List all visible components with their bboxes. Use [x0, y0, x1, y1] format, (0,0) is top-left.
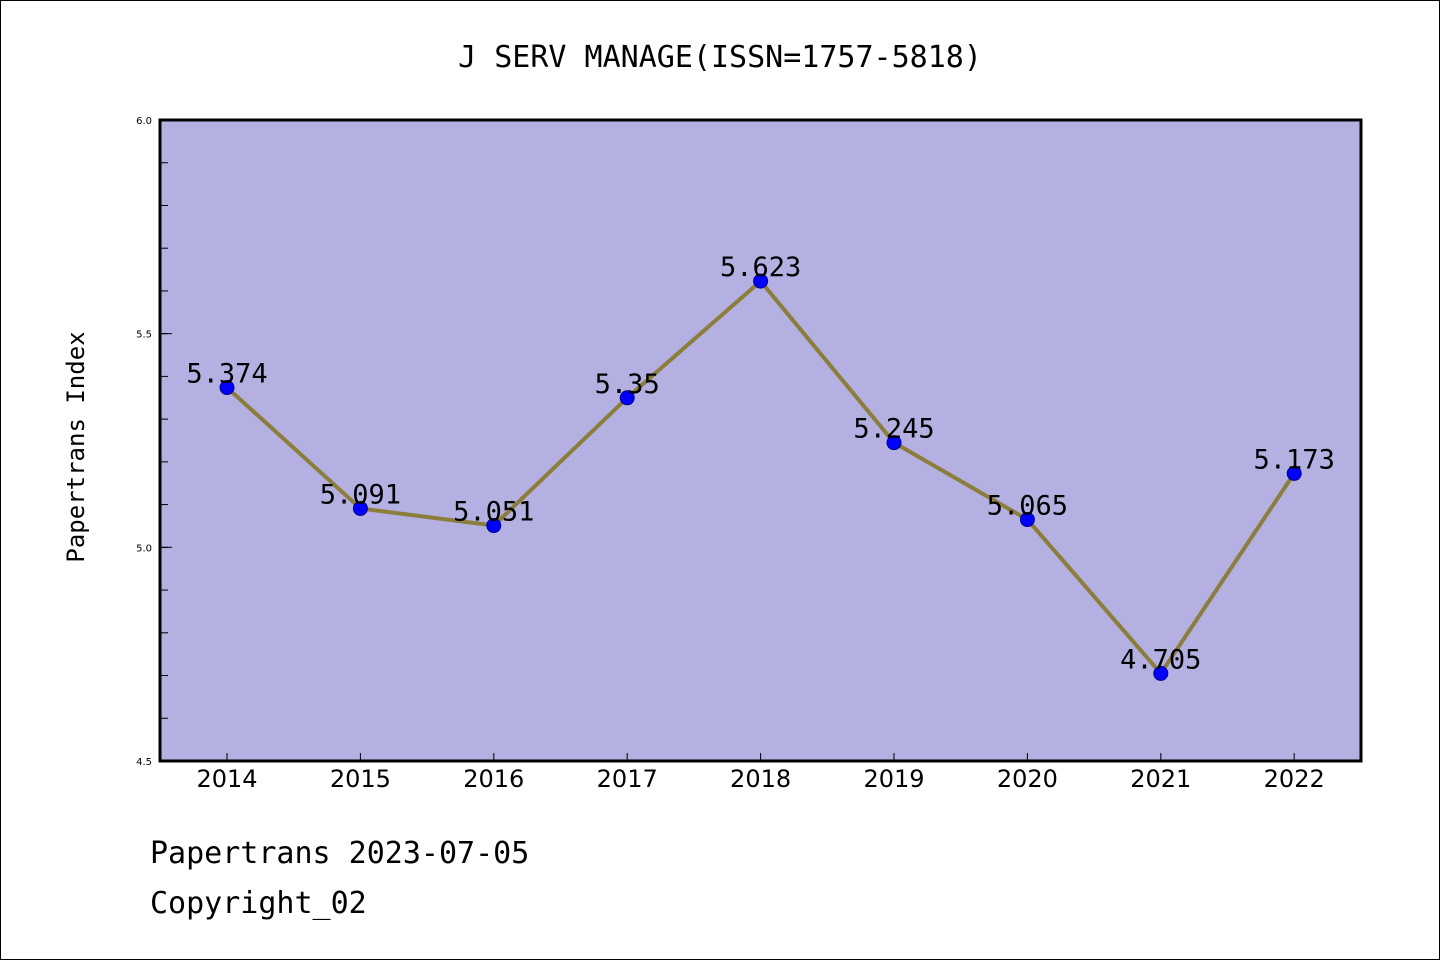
data-label: 5.374	[186, 359, 267, 390]
data-label: 5.623	[720, 252, 801, 283]
data-labels: 5.374 5.091 5.051 5.35 5.623 5.245 5.065 4.705 5…	[186, 252, 1334, 675]
data-label: 5.173	[1254, 444, 1335, 475]
data-label: 5.245	[853, 414, 934, 445]
data-point	[486, 518, 502, 534]
data-label: 5.065	[987, 491, 1068, 522]
series-layer	[219, 273, 1302, 681]
x-tick-label: 2022	[1264, 765, 1325, 793]
data-point	[1153, 665, 1169, 681]
data-label: 5.091	[320, 479, 401, 510]
x-tick-label: 2016	[463, 765, 524, 793]
data-point	[352, 500, 368, 516]
x-tick-label: 2018	[730, 765, 791, 793]
axes: 4.5 5.0 5.5 6.0 2014 2015 2016 2017 2018 2019 2020…	[136, 116, 1325, 793]
x-tick-label: 2017	[597, 765, 658, 793]
x-tick-label: 2021	[1130, 765, 1191, 793]
x-tick-label: 2019	[863, 765, 924, 793]
x-tick-label: 2020	[997, 765, 1058, 793]
y-tick-label: 5.5	[136, 330, 152, 341]
y-axis-label: Papertrans Index	[62, 331, 90, 562]
chart-title: J SERV MANAGE(ISSN=1757-5818)	[458, 40, 982, 75]
y-tick-label: 5.0	[136, 543, 152, 554]
data-point	[1286, 465, 1302, 481]
y-tick-label: 4.5	[136, 757, 152, 768]
data-point	[1019, 512, 1035, 528]
data-label: 5.35	[595, 369, 660, 400]
footer-date: Papertrans 2023-07-05	[150, 836, 530, 871]
x-tick-label: 2015	[330, 765, 391, 793]
footer-copyright: Copyright_02	[150, 886, 367, 921]
x-tick-label: 2014	[196, 765, 257, 793]
data-label: 5.051	[453, 497, 534, 528]
data-point	[619, 390, 635, 406]
data-point	[753, 273, 769, 289]
data-point	[219, 380, 235, 396]
data-label: 4.705	[1120, 644, 1201, 675]
plot-area	[158, 118, 1363, 763]
data-point	[886, 435, 902, 451]
y-tick-label: 6.0	[136, 116, 152, 127]
